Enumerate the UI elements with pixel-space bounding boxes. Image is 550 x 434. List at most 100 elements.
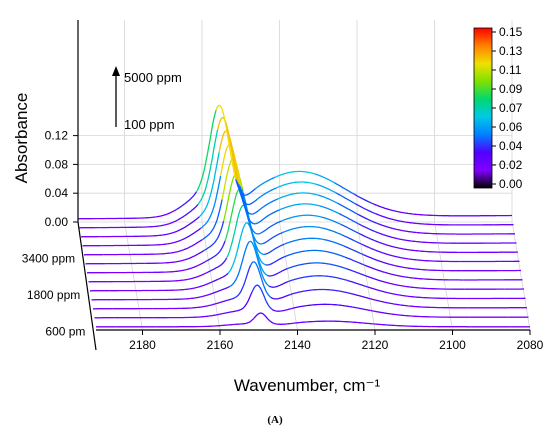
series-segment — [408, 305, 429, 308]
series-segment — [144, 262, 165, 265]
series-segment — [328, 275, 349, 282]
series-segment — [366, 275, 387, 284]
grid-line-depth — [434, 221, 453, 331]
series-segment — [212, 311, 233, 317]
series-segment — [206, 257, 228, 274]
x-tick-label: 2120 — [362, 338, 389, 352]
x-tick-label: 2180 — [129, 338, 156, 352]
depth-axis-line — [77, 221, 97, 351]
series-segment — [370, 309, 391, 315]
series-segment — [373, 203, 394, 212]
panel-label: (A) — [267, 414, 283, 426]
series-segment — [405, 285, 426, 290]
series-segment — [332, 320, 353, 323]
colorbar-tick-label: 0.07 — [499, 101, 523, 115]
y-tick-label: 0.00 — [45, 215, 69, 229]
series-segment — [273, 322, 294, 325]
series-segment — [390, 313, 411, 317]
series-segment — [378, 232, 399, 240]
series-segment — [265, 255, 287, 266]
series-segment — [161, 239, 182, 246]
series-segment — [379, 241, 400, 249]
series-segment — [215, 104, 237, 180]
series-segment — [364, 264, 385, 273]
grid-line-depth — [511, 221, 531, 331]
series-segment — [356, 213, 378, 224]
colorbar-tick-label: 0.15 — [499, 25, 523, 39]
series-segment — [156, 208, 177, 218]
series-line — [79, 116, 514, 229]
series-segment — [262, 231, 284, 245]
series-segment — [331, 303, 352, 308]
series-segment — [229, 241, 250, 288]
series-segment — [170, 297, 191, 301]
grid-line-depth — [279, 221, 298, 331]
series-segment — [165, 269, 186, 273]
series-segment — [420, 259, 441, 262]
series-segment — [394, 219, 415, 224]
series-segment — [352, 321, 373, 325]
series-segment — [261, 220, 282, 234]
series-segment — [270, 293, 291, 300]
series-segment — [369, 297, 390, 304]
series-segment — [388, 302, 409, 307]
series-segment — [198, 152, 220, 218]
series-segment — [182, 238, 203, 251]
series-segment — [343, 245, 364, 256]
series-line — [81, 130, 515, 238]
series-segment — [346, 268, 367, 277]
series-segment — [158, 219, 179, 227]
x-tick-label: 2100 — [439, 338, 466, 352]
series-segment — [300, 214, 321, 218]
series-segment — [311, 303, 332, 306]
series-segment — [202, 199, 223, 241]
series-segment — [417, 241, 438, 244]
colorbar-tick-label: 0.04 — [499, 139, 523, 153]
series-segment — [341, 234, 362, 245]
series-segment — [209, 286, 230, 295]
series-segment — [314, 173, 335, 184]
series-segment — [396, 228, 417, 234]
series-segment — [391, 324, 412, 327]
series-segment — [285, 250, 306, 257]
series-line — [94, 284, 529, 319]
concentration-arrow — [112, 66, 120, 127]
series-segment — [361, 243, 382, 254]
series-segment — [340, 223, 361, 235]
series-segment — [193, 314, 214, 318]
series-segment — [416, 231, 437, 235]
series-line — [96, 312, 530, 328]
series-segment — [413, 213, 434, 217]
series-segment — [297, 192, 318, 196]
series-segment — [167, 278, 188, 282]
series-segment — [347, 279, 368, 288]
series-segment — [322, 227, 343, 236]
series-segment — [258, 198, 279, 212]
series-segment — [319, 205, 340, 215]
x-tick-label: 2080 — [517, 338, 544, 352]
series-segment — [393, 210, 414, 215]
series-segment — [425, 287, 446, 290]
series-segment — [232, 291, 253, 313]
series-segment — [284, 238, 305, 245]
series-segment — [230, 264, 252, 300]
series-segment — [162, 249, 183, 255]
series-segment — [180, 227, 202, 241]
series-segment — [309, 288, 330, 291]
colorbar-tick-label: 0.00 — [499, 177, 523, 191]
series-segment — [419, 250, 440, 253]
series-segment — [325, 250, 346, 258]
series-segment — [235, 179, 256, 196]
series-segment — [334, 182, 355, 195]
series-segment — [387, 291, 408, 297]
colorbar-tick-label: 0.06 — [499, 120, 523, 134]
series-segment — [399, 247, 420, 252]
series-segment — [358, 223, 379, 234]
series-segment — [250, 261, 271, 298]
series-segment — [275, 170, 296, 178]
series-segment — [234, 317, 255, 326]
series-segment — [381, 251, 402, 259]
series-segment — [376, 222, 397, 231]
series-segment — [168, 288, 189, 291]
series-segment — [375, 212, 396, 221]
